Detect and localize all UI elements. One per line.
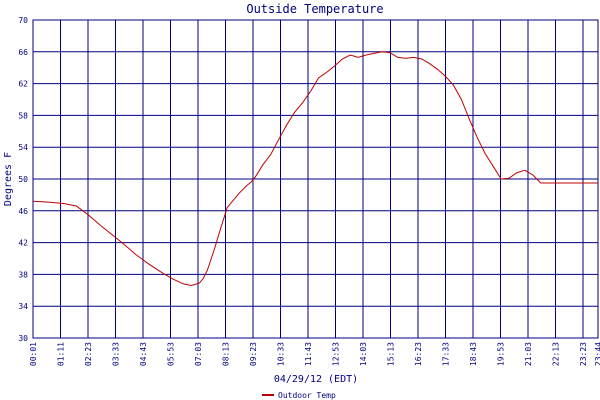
x-tick-label: 15:13 bbox=[387, 342, 396, 366]
y-tick-label: 62 bbox=[18, 80, 28, 89]
x-tick-label: 14:03 bbox=[359, 342, 368, 366]
x-tick-label: 23:44 bbox=[594, 342, 600, 366]
y-tick-label: 34 bbox=[18, 302, 28, 311]
x-tick-label: 23:23 bbox=[579, 342, 588, 366]
y-tick-label: 58 bbox=[18, 111, 28, 120]
y-tick-label: 66 bbox=[18, 48, 28, 57]
x-tick-label: 22:13 bbox=[552, 342, 561, 366]
y-tick-label: 50 bbox=[18, 175, 28, 184]
y-tick-label: 30 bbox=[18, 334, 28, 343]
y-tick-label: 54 bbox=[18, 143, 28, 152]
x-tick-label: 09:23 bbox=[249, 342, 258, 366]
x-tick-label: 05:53 bbox=[167, 342, 176, 366]
y-tick-label: 38 bbox=[18, 270, 28, 279]
x-tick-label: 16:23 bbox=[414, 342, 423, 366]
y-axis-label: Degrees F bbox=[3, 152, 14, 206]
x-tick-label: 19:53 bbox=[497, 342, 506, 366]
x-tick-label: 08:13 bbox=[222, 342, 231, 366]
x-axis-label: 04/29/12 (EDT) bbox=[274, 374, 358, 385]
x-tick-label: 04:43 bbox=[139, 342, 148, 366]
series-group bbox=[32, 51, 598, 287]
grid-lines bbox=[32, 19, 599, 339]
x-tick-label: 11:43 bbox=[304, 342, 313, 366]
x-tick-label: 03:33 bbox=[112, 342, 121, 366]
chart-title: Outside Temperature bbox=[246, 2, 383, 16]
x-tick-label: 10:33 bbox=[277, 342, 286, 366]
x-tick-label: 12:53 bbox=[332, 342, 341, 366]
x-tick-labels: 00:01 01:11 02:23 03:33 04:43 05:53 07:03 08:13… bbox=[29, 342, 600, 366]
x-tick-label: 01:11 bbox=[57, 342, 66, 366]
y-tick-labels: 30 34 38 42 46 50 54 58 62 66 70 bbox=[18, 16, 28, 343]
x-tick-label: 02:23 bbox=[84, 342, 93, 366]
x-tick-label: 18:43 bbox=[469, 342, 478, 366]
x-tick-label: 07:03 bbox=[194, 342, 203, 366]
y-tick-label: 70 bbox=[18, 16, 28, 25]
x-tick-label: 00:01 bbox=[29, 342, 38, 366]
y-tick-label: 42 bbox=[18, 239, 28, 248]
plot-frame bbox=[32, 19, 599, 339]
x-tick-label: 17:33 bbox=[442, 342, 451, 366]
x-tick-label: 21:03 bbox=[524, 342, 533, 366]
y-tick-label: 46 bbox=[18, 207, 28, 216]
legend-label: Outdoor Temp bbox=[278, 391, 336, 400]
series-line-outdoor-temp bbox=[32, 51, 598, 287]
legend: Outdoor Temp bbox=[262, 391, 336, 400]
